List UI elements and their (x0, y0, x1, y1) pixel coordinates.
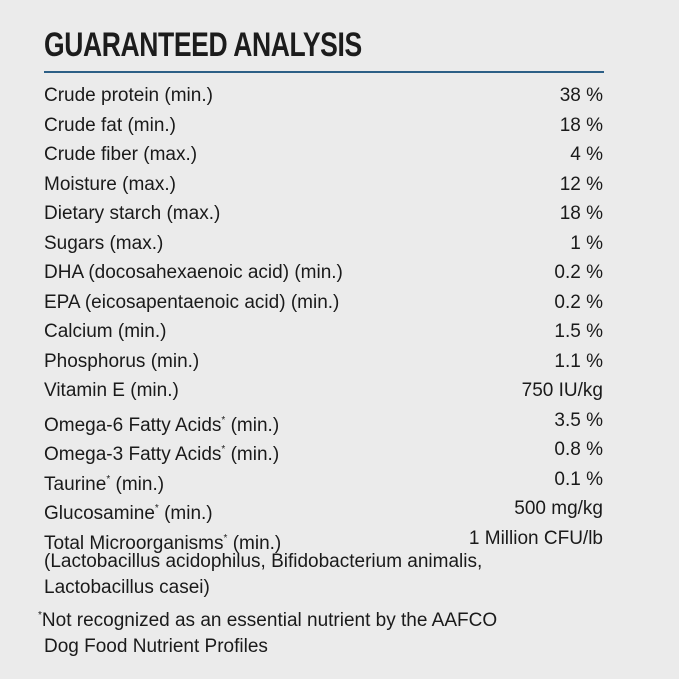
nutrient-label: Phosphorus (44, 350, 146, 372)
nutrient-name: Taurine* (min.) (44, 465, 164, 495)
nutrient-name: DHA (docosahexaenoic acid) (min.) (44, 258, 343, 288)
nutrient-value: 1 Million CFU/lb (468, 527, 603, 549)
nutrient-name: Total Microorganisms* (min.) (44, 524, 281, 554)
nutrient-qualifier: (min.) (232, 532, 282, 554)
nutrient-name: Omega-6 Fatty Acids* (min.) (44, 406, 279, 436)
nutrient-name: Vitamin E (min.) (44, 376, 179, 406)
nutrient-qualifier: (max.) (122, 173, 176, 195)
nutrient-name: Sugars (max.) (44, 229, 163, 259)
nutrient-value: 12 % (559, 173, 603, 195)
nutrient-name: Glucosamine* (min.) (44, 494, 213, 524)
table-row: DHA (docosahexaenoic acid) (min.) 0.2 % (44, 258, 603, 288)
nutrient-label: Crude fat (44, 114, 123, 136)
table-row: Omega-6 Fatty Acids* (min.) 3.5 % (44, 406, 603, 436)
table-row: Glucosamine* (min.) 500 mg/kg (44, 494, 603, 524)
analysis-table: Crude protein (min.) 38 % Crude fat (min.)… (44, 81, 603, 554)
footnote-marker: * (154, 503, 159, 514)
nutrient-qualifier: (max.) (143, 144, 198, 165)
nutrient-name: Phosphorus (min.) (44, 347, 199, 377)
nutrient-name: Moisture (max.) (44, 170, 176, 200)
nutrient-qualifier: (min.) (164, 85, 213, 106)
nutrient-value: 750 IU/kg (521, 380, 603, 401)
nutrient-value: 0.2 % (554, 291, 603, 313)
nutrient-label: Crude protein (44, 85, 160, 106)
nutrient-value: 0.2 % (554, 262, 603, 283)
nutrient-qualifier: (min.) (230, 414, 280, 436)
nutrient-value: 4 % (570, 144, 603, 165)
microorganisms-note-line1: (Lactobacillus acidophilus, Bifidobacter… (44, 551, 483, 572)
nutrient-value: 3.5 % (554, 409, 603, 431)
nutrient-qualifier: (min.) (230, 444, 280, 465)
nutrient-name: Crude fat (min.) (44, 111, 176, 141)
nutrient-qualifier: (min.) (130, 380, 179, 401)
nutrient-label: Glucosamine (44, 503, 155, 524)
nutrient-name: Crude fiber (max.) (44, 140, 197, 170)
nutrient-qualifier: (min.) (115, 473, 165, 495)
nutrient-label: Taurine (44, 473, 107, 495)
nutrient-name: Omega-3 Fatty Acids* (min.) (44, 435, 279, 465)
nutrient-qualifier: (min.) (294, 262, 343, 283)
table-row: Taurine* (min.) 0.1 % (44, 465, 603, 495)
nutrient-qualifier: (max.) (109, 232, 164, 254)
nutrient-qualifier: (min.) (150, 350, 200, 372)
footnote-marker: * (221, 414, 226, 426)
table-row: Sugars (max.) 1 % (44, 229, 603, 259)
nutrient-qualifier: (min.) (290, 291, 340, 313)
microorganisms-note: (Lactobacillus acidophilus, Bifidobacter… (44, 549, 624, 601)
nutrient-name: Calcium (min.) (44, 317, 166, 347)
table-row: Vitamin E (min.) 750 IU/kg (44, 376, 603, 406)
table-row: Omega-3 Fatty Acids* (min.) 0.8 % (44, 435, 603, 465)
nutrient-label: DHA (docosahexaenoic acid) (44, 262, 290, 283)
table-row: Moisture (max.) 12 % (44, 170, 603, 200)
nutrient-label: Omega-3 Fatty Acids (44, 444, 222, 465)
footnote-marker: * (221, 444, 226, 455)
nutrient-value: 0.8 % (554, 439, 603, 460)
table-row: Dietary starch (max.) 18 % (44, 199, 603, 229)
nutrient-value: 1.1 % (554, 350, 603, 372)
nutrient-label: EPA (eicosapentaenoic acid) (44, 291, 286, 313)
title-divider (44, 71, 604, 73)
nutrient-value: 38 % (559, 85, 603, 106)
footnote-marker: * (38, 610, 42, 621)
nutrient-label: Crude fiber (44, 144, 138, 165)
footnote: *Not recognized as an essential nutrient… (38, 603, 638, 660)
nutrient-label: Dietary starch (44, 203, 162, 224)
nutrient-qualifier: (min.) (117, 321, 167, 342)
table-row: Crude protein (min.) 38 % (44, 81, 603, 111)
nutrient-label: Vitamin E (44, 380, 125, 401)
nutrient-name: Crude protein (min.) (44, 81, 213, 111)
table-row: Total Microorganisms* (min.) 1 Million CF… (44, 524, 603, 554)
table-row: EPA (eicosapentaenoic acid) (min.) 0.2 % (44, 288, 603, 318)
page-title: GUARANTEED ANALYSIS (44, 26, 362, 64)
footnote-line1: Not recognized as an essential nutrient … (41, 610, 498, 631)
nutrient-qualifier: (min.) (127, 114, 176, 136)
nutrient-name: Dietary starch (max.) (44, 199, 220, 229)
nutrient-value: 1 % (570, 232, 603, 254)
footnote-marker: * (223, 532, 228, 544)
nutrient-label: Calcium (44, 321, 113, 342)
nutrient-value: 1.5 % (554, 321, 603, 342)
microorganisms-note-line2: Lactobacillus casei) (44, 577, 210, 598)
nutrient-label: Moisture (44, 173, 117, 195)
nutrient-value: 18 % (559, 203, 603, 224)
table-row: Calcium (min.) 1.5 % (44, 317, 603, 347)
nutrient-label: Sugars (44, 232, 105, 254)
footnote-marker: * (106, 473, 111, 485)
table-row: Phosphorus (min.) 1.1 % (44, 347, 603, 377)
nutrient-qualifier: (max.) (166, 203, 221, 224)
nutrient-qualifier: (min.) (164, 503, 213, 524)
nutrient-name: EPA (eicosapentaenoic acid) (min.) (44, 288, 339, 318)
nutrient-value: 18 % (559, 114, 603, 136)
nutrient-label: Total Microorganisms (44, 532, 224, 554)
nutrient-value: 500 mg/kg (514, 498, 603, 519)
nutrient-value: 0.1 % (554, 468, 603, 490)
nutrient-label: Omega-6 Fatty Acids (44, 414, 222, 436)
table-row: Crude fat (min.) 18 % (44, 111, 603, 141)
table-row: Crude fiber (max.) 4 % (44, 140, 603, 170)
footnote-line2: Dog Food Nutrient Profiles (44, 636, 268, 657)
